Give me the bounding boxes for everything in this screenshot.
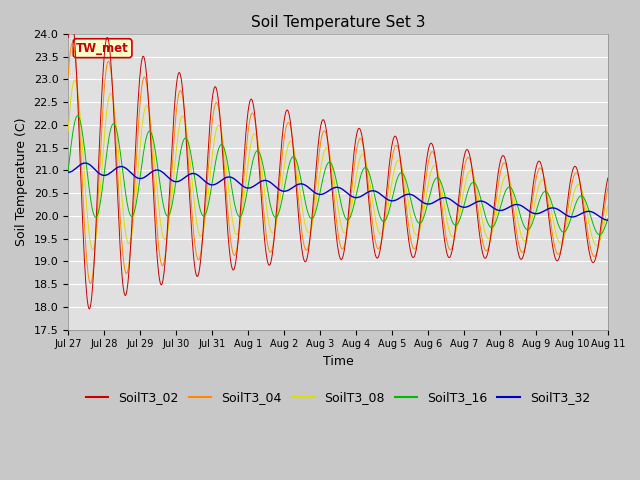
Title: Soil Temperature Set 3: Soil Temperature Set 3 [251, 15, 425, 30]
Legend: SoilT3_02, SoilT3_04, SoilT3_08, SoilT3_16, SoilT3_32: SoilT3_02, SoilT3_04, SoilT3_08, SoilT3_… [81, 386, 595, 409]
X-axis label: Time: Time [323, 355, 353, 368]
Y-axis label: Soil Temperature (C): Soil Temperature (C) [15, 118, 28, 246]
Text: TW_met: TW_met [76, 42, 129, 55]
